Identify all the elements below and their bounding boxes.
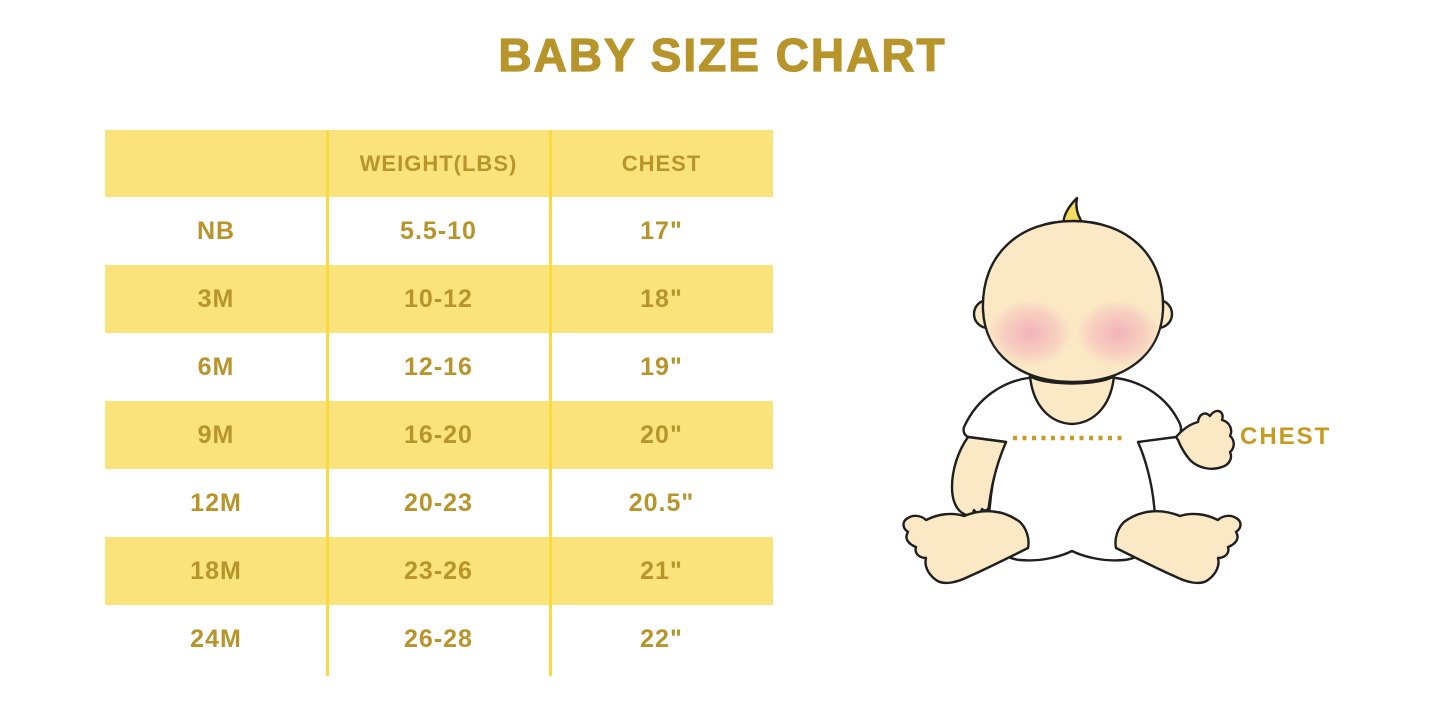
cell-weight: 26-28 [404,624,473,653]
cell-chest: 22" [640,624,683,653]
cell-size: 9M [197,420,235,449]
cell-size: NB [196,216,236,245]
cell-weight: 5.5-10 [400,216,477,245]
cell-chest: 20.5" [628,488,695,517]
cell-size: 18M [190,556,242,585]
baby-arm-right [1174,409,1235,470]
page-title: BABY SIZE CHART [498,28,947,81]
chest-label: CHEST [1240,423,1332,450]
baby-cheek-left [988,300,1072,366]
table-row-6m: 6M 12-16 19" [105,333,773,401]
baby-arm-left [950,435,1008,517]
cell-chest: 21" [640,556,683,585]
size-table: WEIGHT(LBS) CHEST NB 5.5-10 17" 3M 10-12… [105,130,773,676]
baby-illustration [902,196,1242,585]
table-row-18m: 18M 23-26 21" [105,537,773,605]
cell-weight: 20-23 [404,488,473,517]
column-separator [549,130,552,676]
cell-weight: 10-12 [404,284,473,313]
cell-size: 3M [197,284,235,313]
table-row-3m: 3M 10-12 18" [105,265,773,333]
table-row-12m: 12M 20-23 20.5" [105,469,773,537]
cell-size: 24M [190,624,242,653]
cell-weight: 12-16 [404,352,473,381]
header-cell-chest: CHEST [621,150,702,176]
cell-weight: 23-26 [404,556,473,585]
table-row-nb: NB 5.5-10 17" [105,197,773,265]
table-header-row: WEIGHT(LBS) CHEST [105,130,773,197]
column-separator [326,130,329,676]
cell-chest: 18" [640,284,683,313]
baby-cheek-right [1076,300,1160,366]
cell-chest: 17" [640,216,683,245]
header-cell-weight: WEIGHT(LBS) [359,150,518,176]
cell-size: 6M [197,352,235,381]
cell-size: 12M [190,488,242,517]
table-row-24m: 24M 26-28 22" [105,605,773,673]
cell-weight: 16-20 [404,420,473,449]
baby-neck [1028,374,1116,426]
cell-chest: 20" [640,420,683,449]
table-row-9m: 9M 16-20 20" [105,401,773,469]
cell-chest: 19" [640,352,683,381]
baby-leg-left [902,510,1030,585]
baby-leg-right [1114,510,1242,585]
